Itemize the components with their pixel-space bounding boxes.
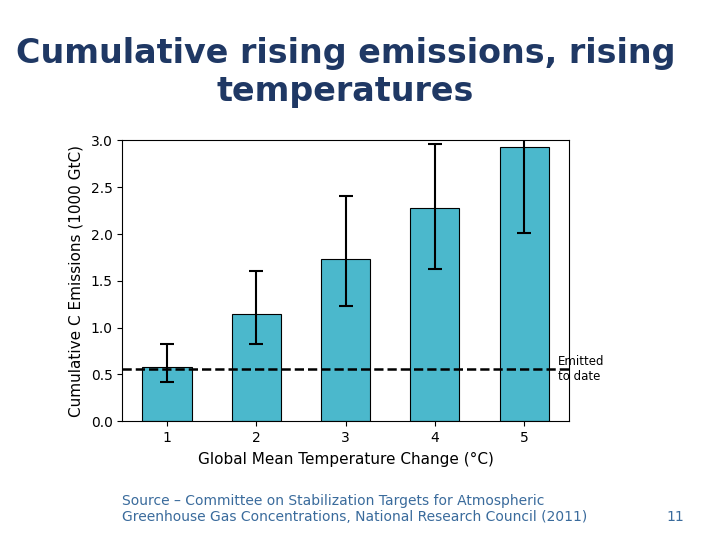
Bar: [410, 208, 459, 421]
Text: Source – Committee on Stabilization Targets for Atmospheric
Greenhouse Gas Conce: Source – Committee on Stabilization Targ…: [122, 494, 588, 524]
Text: Emitted
to date: Emitted to date: [558, 355, 605, 383]
Bar: [500, 147, 549, 421]
Bar: [232, 314, 281, 421]
Text: 11: 11: [666, 510, 684, 524]
X-axis label: Global Mean Temperature Change (°C): Global Mean Temperature Change (°C): [198, 452, 493, 467]
Text: Cumulative rising emissions, rising
temperatures: Cumulative rising emissions, rising temp…: [16, 37, 675, 108]
Y-axis label: Cumulative C Emissions (1000 GtC): Cumulative C Emissions (1000 GtC): [68, 145, 84, 417]
Bar: [143, 367, 192, 421]
Bar: [321, 259, 370, 421]
